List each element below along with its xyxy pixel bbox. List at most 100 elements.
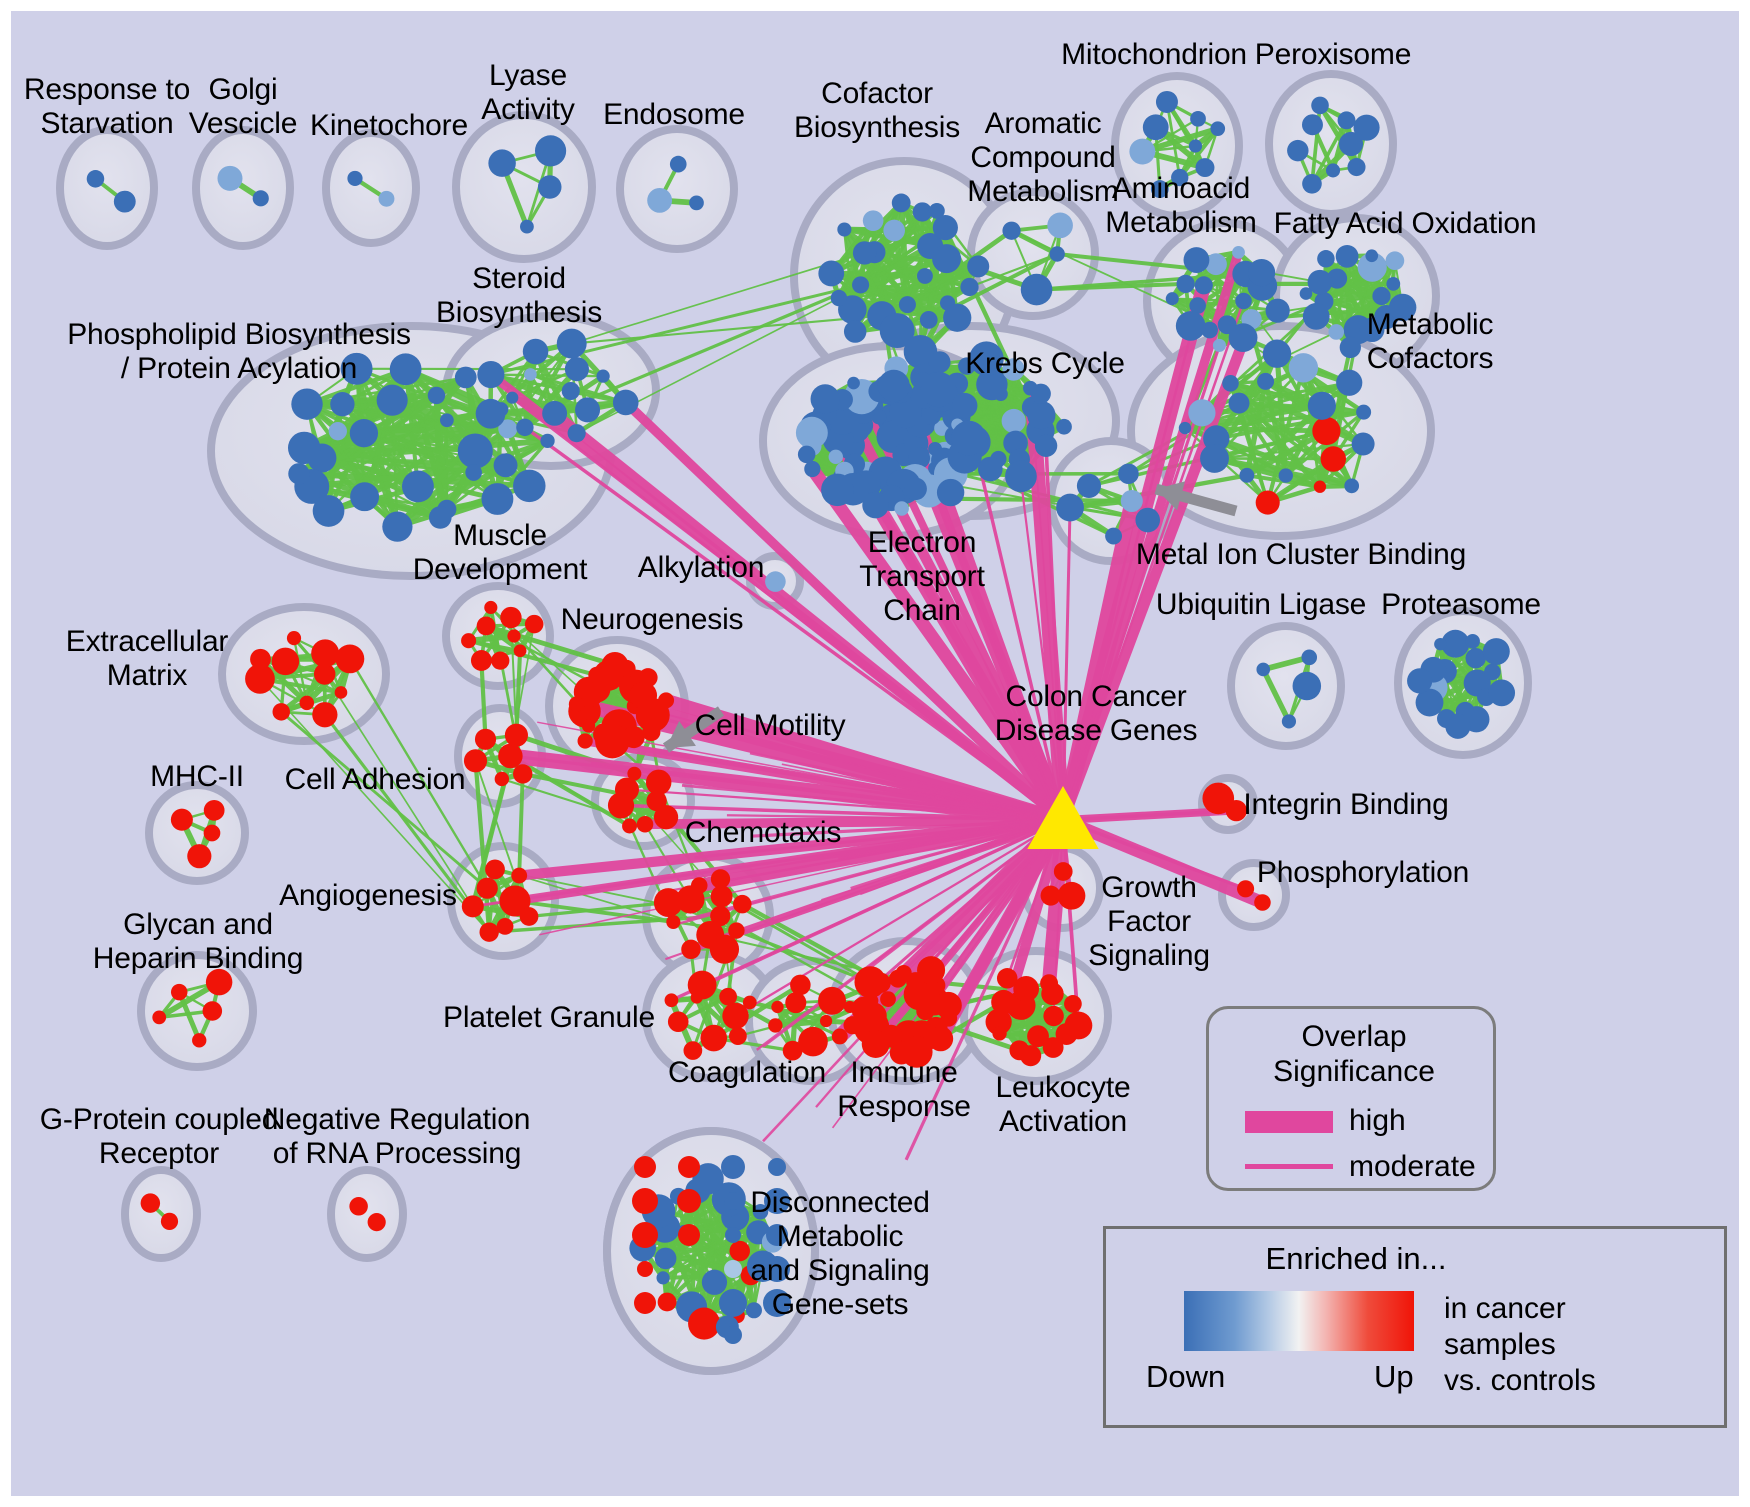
gene-set-node xyxy=(349,1197,368,1216)
gene-set-node xyxy=(666,914,681,930)
gene-set-node xyxy=(1232,245,1245,259)
gene-set-node xyxy=(790,974,811,996)
gene-set-node xyxy=(567,424,586,443)
gene-set-node xyxy=(1030,383,1051,404)
label-lyase-activity: Lyase Activity xyxy=(481,59,575,126)
colon-cancer-hub-node[interactable] xyxy=(1027,785,1099,849)
enrichment-legend-title: Enriched in... xyxy=(1265,1241,1447,1276)
gene-set-node xyxy=(86,170,105,188)
gene-set-node xyxy=(1056,418,1072,435)
gene-set-node xyxy=(992,1026,1007,1041)
gene-set-node xyxy=(607,792,635,819)
gene-set-node xyxy=(690,877,708,894)
gene-set-node xyxy=(810,384,840,414)
gene-set-node xyxy=(202,1001,223,1021)
label-extracellular-matrix: Extracellular Matrix xyxy=(65,625,229,692)
gene-set-node xyxy=(752,1203,769,1220)
gene-set-node xyxy=(692,1163,724,1195)
gene-set-node xyxy=(1247,258,1276,287)
network-graph xyxy=(56,70,1532,1375)
gene-set-node xyxy=(728,922,745,939)
gene-set-node xyxy=(917,268,933,284)
gene-set-node xyxy=(454,366,477,389)
gene-set-node xyxy=(1441,629,1470,658)
gene-set-node xyxy=(1347,158,1366,177)
gene-set-node xyxy=(622,818,637,834)
gene-set-node xyxy=(638,668,658,688)
cluster-endosome xyxy=(616,125,738,253)
gene-set-node xyxy=(1299,287,1313,300)
gene-set-node xyxy=(252,190,269,207)
gene-set-node xyxy=(291,388,323,420)
gene-set-node xyxy=(561,381,580,401)
gene-set-node xyxy=(299,695,315,711)
gene-set-node xyxy=(192,1033,207,1048)
gene-set-node xyxy=(1135,507,1161,533)
label-aromatic-compound-metabolism: Aromatic Compound Metabolism xyxy=(967,107,1119,208)
gene-set-node xyxy=(709,934,740,964)
gene-set-node xyxy=(524,614,544,634)
gene-set-node xyxy=(1445,713,1471,739)
gene-set-node xyxy=(934,991,962,1019)
gene-set-node xyxy=(936,478,965,507)
label-kinetochore: Kinetochore xyxy=(310,109,468,142)
gene-set-node xyxy=(967,255,990,278)
gene-set-node xyxy=(205,968,233,996)
gene-set-node xyxy=(340,352,373,385)
gene-set-node xyxy=(203,799,225,821)
gene-set-node xyxy=(1002,358,1025,381)
disconnected-gene-set-node xyxy=(764,1188,790,1214)
gene-set-node xyxy=(250,648,271,670)
gene-set-node xyxy=(828,449,843,465)
gene-set-node xyxy=(653,805,679,830)
hub-edge xyxy=(701,818,1064,987)
gene-set-node xyxy=(996,968,1018,989)
label-phospholipid-biosynthesis: Phospholipid Biosynthesis / Protein Acyla… xyxy=(67,318,411,385)
disconnected-gene-set-node xyxy=(724,1326,742,1344)
gene-set-node xyxy=(843,1016,862,1035)
gene-set-node xyxy=(575,397,601,423)
hub-edge xyxy=(664,693,1065,827)
gene-set-node xyxy=(1202,782,1235,815)
label-chemotaxis: Chemotaxis xyxy=(684,816,842,849)
gene-set-node xyxy=(476,616,496,636)
moderate-significance-swatch xyxy=(1245,1164,1333,1169)
hub-edge xyxy=(1061,507,1072,821)
disconnected-gene-set-node xyxy=(763,1289,791,1317)
gene-set-node xyxy=(1118,463,1139,485)
gene-set-node xyxy=(837,222,852,237)
gene-set-node xyxy=(683,1041,703,1060)
gene-set-node xyxy=(1415,688,1444,717)
gene-set-node xyxy=(928,351,951,374)
gene-set-node xyxy=(903,334,938,369)
enrichment-up-label: Up xyxy=(1374,1359,1414,1394)
gene-set-node xyxy=(919,310,938,329)
gene-set-node xyxy=(894,501,909,516)
label-coagulation: Coagulation xyxy=(668,1056,826,1089)
gene-set-node xyxy=(852,241,877,265)
gene-set-node xyxy=(1212,338,1226,352)
hub-edge xyxy=(1057,317,1257,822)
gene-set-node xyxy=(1407,668,1433,694)
gene-set-node xyxy=(1064,1011,1093,1040)
gene-set-node xyxy=(985,1008,1012,1035)
gene-set-node xyxy=(1482,638,1510,666)
gene-set-node xyxy=(113,190,136,213)
enrichment-legend: Enriched in... Down Up in cancer samples v… xyxy=(1103,1226,1727,1428)
gene-set-node xyxy=(440,413,454,428)
gene-set-node xyxy=(1357,252,1387,282)
disconnected-gene-set-node xyxy=(724,1192,742,1210)
gene-set-node xyxy=(485,859,505,880)
gene-set-node xyxy=(477,361,505,389)
label-neurogenesis: Neurogenesis xyxy=(560,603,744,636)
gene-set-node xyxy=(1205,253,1227,276)
gene-set-node xyxy=(1281,714,1297,729)
label-negative-regulation-rna: Negative Regulation of RNA Processing xyxy=(263,1103,531,1170)
disconnected-gene-set-node xyxy=(768,1158,786,1176)
gene-set-node xyxy=(785,992,807,1014)
gene-set-node xyxy=(1311,96,1329,115)
metal-ion-cluster-binding-arrow xyxy=(1154,481,1238,517)
gene-set-node xyxy=(588,666,606,684)
label-proteasome: Proteasome xyxy=(1381,588,1541,621)
gene-set-node xyxy=(1237,880,1255,898)
